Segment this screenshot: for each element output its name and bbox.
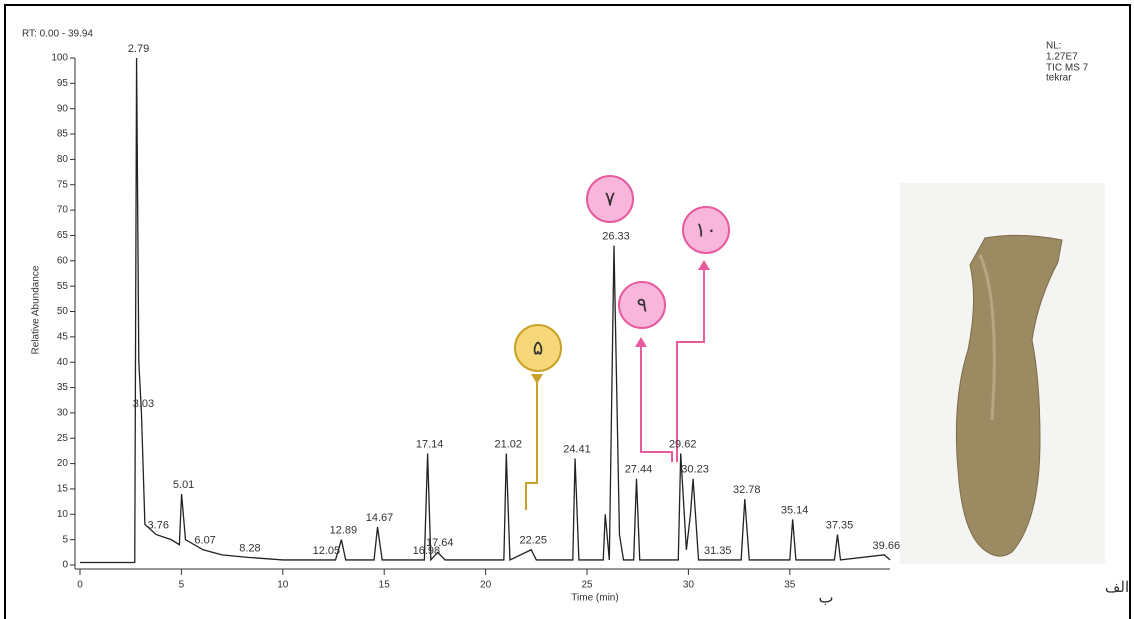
peak-label: 17.14: [416, 438, 444, 450]
y-tick-label: 25: [57, 433, 69, 444]
caption: ب: [818, 588, 833, 607]
x-tick-label: 5: [179, 580, 185, 591]
y-tick-label: 60: [57, 255, 69, 266]
peak-label: 12.89: [330, 525, 358, 537]
peak-label: 14.67: [366, 512, 394, 524]
peak-label: 3.76: [148, 519, 169, 531]
x-tick-label: 0: [77, 580, 83, 591]
marker-label: ۵: [533, 336, 544, 360]
y-tick-label: 90: [57, 103, 69, 114]
arrow-head: [531, 374, 543, 384]
header-note: NL: 1.27E7 TIC MS 7 tekrar: [1046, 41, 1089, 84]
x-tick-label: 20: [480, 580, 492, 591]
arrow-head: [698, 260, 710, 270]
y-tick-label: 15: [57, 484, 69, 495]
peak-label: 8.28: [239, 542, 260, 554]
y-tick-label: 80: [57, 154, 69, 165]
x-tick-label: 10: [277, 580, 289, 591]
y-tick-label: 65: [57, 230, 69, 241]
peak-label: 17.64: [426, 537, 454, 549]
note-line: NL:: [1046, 41, 1062, 52]
y-tick-label: 40: [57, 357, 69, 368]
peak-label: 12.05: [313, 545, 341, 557]
y-tick-label: 100: [51, 53, 68, 64]
chart-title: RT: 0.00 - 39.94: [22, 29, 93, 40]
peak-label: 6.07: [194, 535, 215, 547]
note-line: tekrar: [1046, 73, 1072, 84]
peak-label: 35.14: [781, 504, 809, 516]
y-tick-label: 95: [57, 78, 69, 89]
note-line: 1.27E7: [1046, 52, 1078, 63]
y-tick-label: 5: [62, 534, 68, 545]
arrow-head: [635, 337, 647, 347]
y-tick-label: 35: [57, 382, 69, 393]
photo: [900, 183, 1105, 564]
peak-label: 32.78: [733, 484, 761, 496]
x-tick-label: 25: [581, 580, 593, 591]
y-tick-label: 45: [57, 331, 69, 342]
y-tick-label: 20: [57, 458, 69, 469]
arrow: [526, 382, 537, 510]
y-tick-label: 50: [57, 306, 69, 317]
peak-label: 22.25: [519, 535, 547, 547]
y-tick-label: 70: [57, 205, 69, 216]
peak-label: 27.44: [625, 464, 653, 476]
arrow: [641, 345, 672, 462]
peak-label: 21.02: [495, 438, 523, 450]
y-tick-label: 0: [62, 560, 68, 571]
marker-label: ۷: [605, 187, 616, 211]
y-tick-label: 85: [57, 129, 69, 140]
peak-label: 24.41: [563, 443, 591, 455]
peak-label: 39.66: [873, 540, 901, 552]
peak-label: 37.35: [826, 519, 854, 531]
y-tick-label: 75: [57, 179, 69, 190]
peak-label: 5.01: [173, 479, 194, 491]
peak-label: 30.23: [681, 464, 709, 476]
peak-label: 31.35: [704, 545, 732, 557]
x-tick-label: 15: [379, 580, 391, 591]
arrow: [677, 268, 704, 462]
x-tick-label: 30: [683, 580, 695, 591]
y-tick-label: 55: [57, 281, 69, 292]
peak-label: 26.33: [602, 230, 630, 242]
caption: الف: [1105, 578, 1129, 596]
y-tick-label: 10: [57, 509, 69, 520]
trace: [80, 58, 890, 562]
x-axis-label: Time (min): [571, 593, 618, 604]
peak-label: 2.79: [128, 43, 149, 55]
marker-label: ۹: [637, 293, 648, 317]
y-tick-label: 30: [57, 408, 69, 419]
x-tick-label: 35: [784, 580, 796, 591]
marker-label: ۱۰: [695, 218, 716, 242]
peak-label: 29.62: [669, 438, 697, 450]
peak-label: 3.03: [133, 398, 154, 410]
y-axis-label: Relative Abundance: [31, 265, 42, 354]
figure: RT: 0.00 - 39.94 Time (min) Relative Abu…: [0, 0, 1134, 619]
